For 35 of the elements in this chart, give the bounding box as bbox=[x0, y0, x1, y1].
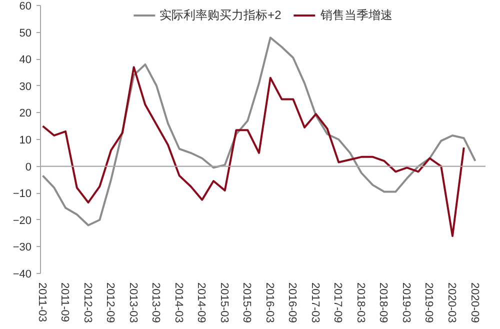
x-tick-label: 2016-09 bbox=[286, 282, 298, 323]
y-tick-label: 40 bbox=[19, 54, 32, 66]
y-tick-label: 30 bbox=[19, 80, 32, 93]
x-tick-label: 2013-03 bbox=[126, 282, 139, 323]
y-tick-label: 20 bbox=[19, 108, 32, 120]
x-tick-label: 2017-03 bbox=[308, 282, 321, 323]
x-tick-label: 2011-09 bbox=[58, 282, 71, 322]
x-tick-label: 2014-09 bbox=[195, 282, 208, 323]
x-tick-label: 2018-03 bbox=[354, 282, 366, 323]
x-tick-label: 2012-03 bbox=[81, 282, 94, 323]
y-tick-label: 60 bbox=[19, 0, 32, 12]
y-tick-label: −30 bbox=[12, 242, 32, 254]
x-tick-label: 2019-09 bbox=[422, 282, 435, 323]
y-tick-label: −20 bbox=[12, 214, 32, 227]
x-tick-label: 2015-09 bbox=[240, 282, 253, 323]
y-tick-label: −10 bbox=[12, 188, 32, 200]
y-tick-label: 50 bbox=[19, 27, 32, 40]
x-tick-label: 2011-03 bbox=[36, 282, 48, 322]
x-tick-label: 2014-03 bbox=[172, 282, 184, 323]
legend-label: 实际利率购买力指标+2 bbox=[160, 6, 282, 24]
x-tick-label: 2015-03 bbox=[218, 282, 230, 323]
legend-label: 销售当季增速 bbox=[320, 6, 392, 24]
x-tick-label: 2020-09 bbox=[468, 282, 480, 323]
x-tick-label: 2013-09 bbox=[150, 282, 162, 323]
x-tick-label: 2019-03 bbox=[400, 282, 412, 323]
line-series bbox=[42, 36, 476, 226]
line-series bbox=[42, 66, 465, 237]
x-tick-label: 2012-09 bbox=[104, 282, 116, 323]
x-tick-label: 2020-03 bbox=[445, 282, 458, 323]
y-tick-label: −40 bbox=[12, 268, 32, 280]
x-tick-label: 2017-09 bbox=[332, 282, 344, 323]
y-tick-label: 10 bbox=[19, 134, 32, 146]
x-tick-label: 2016-03 bbox=[263, 282, 276, 323]
x-tick-label: 2018-09 bbox=[377, 282, 390, 323]
y-tick-label: 0 bbox=[25, 161, 32, 174]
